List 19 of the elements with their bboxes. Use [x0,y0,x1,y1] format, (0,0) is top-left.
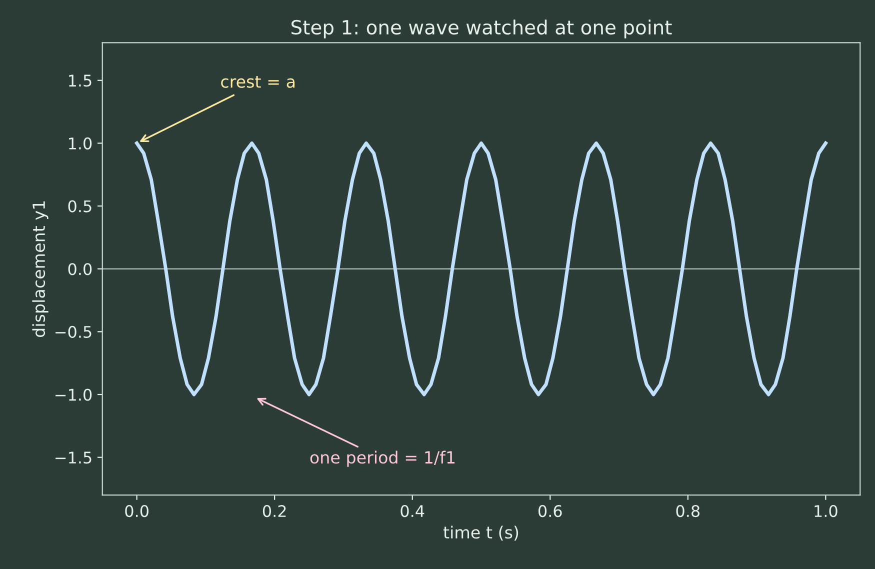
y-tick-label: 0.5 [68,200,92,212]
line-series [135,141,828,396]
y-tick-label: 1.5 [69,74,92,87]
x-axis-title: time t (s) [443,526,518,541]
x-tick-label: 0.0 [125,505,148,518]
y-axis-title: displacement y1 [32,201,48,337]
y-tick-label: 0.0 [68,263,92,276]
x-tick-label: 0.4 [400,505,424,518]
x-tick-label: 0.2 [262,505,286,518]
y-tick-label: −1.0 [56,388,92,401]
x-tick-label: 0.6 [538,505,562,518]
y-tick-label: −0.5 [56,326,92,338]
x-tick-label: 0.8 [676,505,700,518]
annotation: crest = a [221,76,295,88]
annotation: one period = 1/f1 [310,450,455,467]
y-tick-label: 1.0 [69,137,92,150]
x-tick-label: 1.0 [814,505,838,518]
chart-title: Step 1: one wave watched at one point [292,20,672,38]
y-tick-label: −1.5 [56,452,92,464]
